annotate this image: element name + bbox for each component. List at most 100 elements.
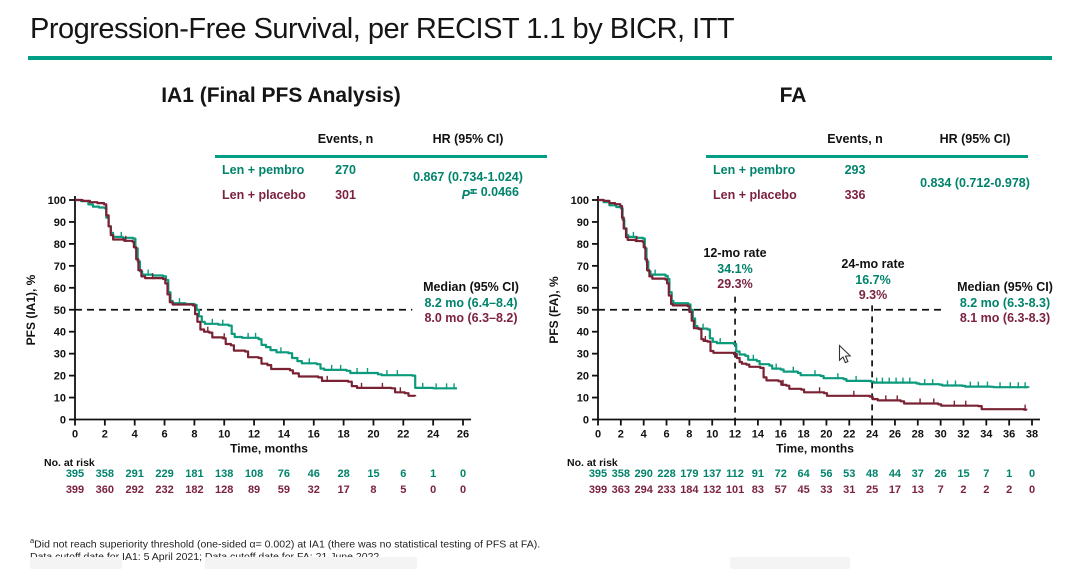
- svg-text:0: 0: [60, 415, 66, 427]
- bottom-artifact: [30, 557, 122, 569]
- median-annotation-fa: Median (95% CI) 8.2 mo (6.3-8.3) 8.1 mo …: [940, 280, 1070, 327]
- svg-text:112: 112: [726, 468, 744, 480]
- svg-text:31: 31: [843, 484, 855, 496]
- svg-text:17: 17: [337, 484, 349, 496]
- svg-text:46: 46: [308, 468, 320, 480]
- rate-placebo: 29.3%: [717, 277, 753, 291]
- svg-text:13: 13: [912, 484, 924, 496]
- svg-text:8: 8: [191, 429, 197, 441]
- hr-value: 0.834 (0.712-0.978): [920, 176, 1030, 190]
- svg-text:60: 60: [54, 283, 66, 295]
- svg-text:30: 30: [935, 429, 947, 441]
- slide-title: Progression-Free Survival, per RECIST 1.…: [30, 13, 735, 45]
- svg-text:90: 90: [577, 217, 589, 229]
- svg-text:4: 4: [641, 429, 648, 441]
- bottom-artifact: [205, 557, 417, 569]
- svg-text:No. at risk: No. at risk: [44, 457, 95, 469]
- svg-text:70: 70: [54, 261, 66, 273]
- svg-text:15: 15: [367, 468, 379, 480]
- svg-text:8: 8: [370, 484, 376, 496]
- svg-text:399: 399: [66, 484, 84, 496]
- svg-text:40: 40: [54, 327, 66, 339]
- svg-text:2: 2: [960, 484, 966, 496]
- svg-text:229: 229: [155, 468, 173, 480]
- row-placebo-label: Len + placebo: [222, 188, 306, 202]
- svg-text:53: 53: [843, 468, 855, 480]
- table-rule: [215, 155, 547, 158]
- svg-text:5: 5: [400, 484, 406, 496]
- svg-text:76: 76: [278, 468, 290, 480]
- svg-text:26: 26: [457, 429, 469, 441]
- title-underline: [28, 56, 1052, 60]
- footnote-superiority: aDid not reach superiority threshold (on…: [30, 536, 541, 551]
- row-placebo-events: 336: [844, 188, 866, 202]
- p-value: P = 0.0466 a: [461, 185, 519, 203]
- row-pembro-events: 293: [844, 163, 866, 177]
- bottom-artifact: [730, 557, 850, 569]
- svg-text:10: 10: [577, 393, 589, 405]
- svg-text:358: 358: [96, 468, 114, 480]
- median-placebo: 8.1 mo (6.3-8.3): [959, 311, 1051, 325]
- svg-text:20: 20: [54, 371, 66, 383]
- rate-pembro: 16.7%: [855, 272, 891, 287]
- summary-table-ia1: Events, n HR (95% CI) Len + pembro 270 0…: [215, 130, 547, 208]
- svg-text:138: 138: [215, 468, 233, 480]
- svg-text:0: 0: [583, 415, 589, 427]
- svg-text:89: 89: [248, 484, 260, 496]
- svg-text:0: 0: [595, 429, 601, 441]
- km-curve-teal: [598, 198, 1030, 389]
- svg-text:395: 395: [589, 468, 607, 480]
- svg-text:4: 4: [132, 429, 139, 441]
- svg-text:40: 40: [577, 327, 589, 339]
- svg-text:0: 0: [460, 468, 466, 480]
- svg-text:20: 20: [577, 371, 589, 383]
- svg-text:399: 399: [589, 484, 607, 496]
- svg-text:44: 44: [889, 468, 902, 480]
- col-header-events: Events, n: [827, 132, 883, 146]
- svg-text:363: 363: [612, 484, 630, 496]
- svg-text:50: 50: [54, 305, 66, 317]
- col-header-hr: HR (95% CI): [432, 132, 504, 146]
- svg-text:50: 50: [577, 305, 589, 317]
- rate-title: 12-mo rate: [703, 246, 767, 260]
- svg-text:56: 56: [820, 468, 832, 480]
- svg-text:100: 100: [571, 195, 589, 207]
- svg-text:291: 291: [126, 468, 144, 480]
- svg-text:18: 18: [337, 429, 349, 441]
- svg-text:Time, months: Time, months: [776, 442, 854, 456]
- svg-text:18: 18: [797, 429, 809, 441]
- svg-text:80: 80: [54, 239, 66, 251]
- svg-text:34: 34: [980, 429, 993, 441]
- median-pembro: 8.2 mo (6.4–8.4): [424, 295, 518, 310]
- col-header-events: Events, n: [317, 132, 374, 146]
- km-curve-teal: [75, 198, 457, 390]
- svg-text:2: 2: [102, 429, 108, 441]
- svg-text:70: 70: [577, 261, 589, 273]
- svg-text:137: 137: [703, 468, 721, 480]
- svg-text:PFS (IA1), %: PFS (IA1), %: [24, 274, 38, 345]
- svg-text:181: 181: [185, 468, 203, 480]
- svg-text:38: 38: [1026, 429, 1038, 441]
- svg-text:1: 1: [1006, 468, 1012, 480]
- svg-text:6: 6: [161, 429, 167, 441]
- svg-text:20: 20: [367, 429, 379, 441]
- row-pembro-label: Len + pembro: [222, 163, 305, 177]
- svg-text:0: 0: [430, 484, 436, 496]
- svg-text:37: 37: [912, 468, 924, 480]
- svg-text:7: 7: [938, 484, 944, 496]
- svg-text:57: 57: [775, 484, 787, 496]
- svg-text:395: 395: [66, 468, 84, 480]
- svg-text:294: 294: [635, 484, 654, 496]
- svg-text:No. at risk: No. at risk: [567, 457, 618, 469]
- svg-text:360: 360: [96, 484, 114, 496]
- table-rule: [706, 155, 1028, 158]
- svg-text:59: 59: [278, 484, 290, 496]
- svg-text:12: 12: [729, 429, 741, 441]
- svg-text:12: 12: [248, 429, 260, 441]
- mouse-cursor: [838, 344, 852, 364]
- svg-text:10: 10: [706, 429, 718, 441]
- km-curve-maroon: [598, 198, 1028, 411]
- svg-text:91: 91: [752, 468, 764, 480]
- svg-text:2: 2: [983, 484, 989, 496]
